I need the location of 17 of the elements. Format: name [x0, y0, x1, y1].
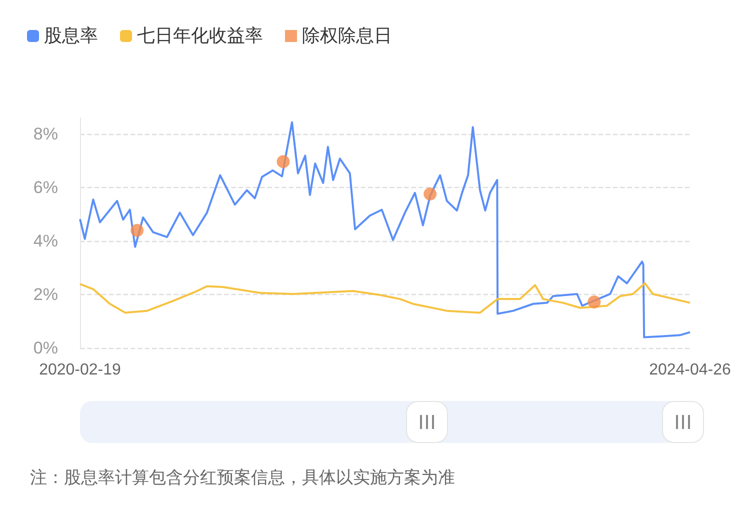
legend-label: 七日年化收益率 [137, 26, 263, 46]
point [424, 187, 437, 200]
text: 注：股息率计算包含分红预案信息，具体以实施方案为准 [30, 467, 455, 489]
y-tick-label: 2% [33, 285, 58, 304]
y-tick-label: 0% [33, 338, 58, 358]
x-tick-label: 2024-04-26 [649, 362, 732, 378]
y-tick-label: 4% [33, 232, 58, 251]
legend-label: 股息率 [44, 26, 98, 46]
point [130, 224, 144, 237]
x-tick-label: 2020-02-19 [39, 362, 122, 378]
legend-label: 除权除息日 [302, 26, 392, 46]
point [276, 155, 290, 168]
line-series [79, 282, 691, 314]
line-series [79, 121, 691, 338]
y-tick-label: 8% [33, 124, 58, 144]
point [588, 296, 601, 308]
y-tick-label: 6% [33, 178, 58, 198]
